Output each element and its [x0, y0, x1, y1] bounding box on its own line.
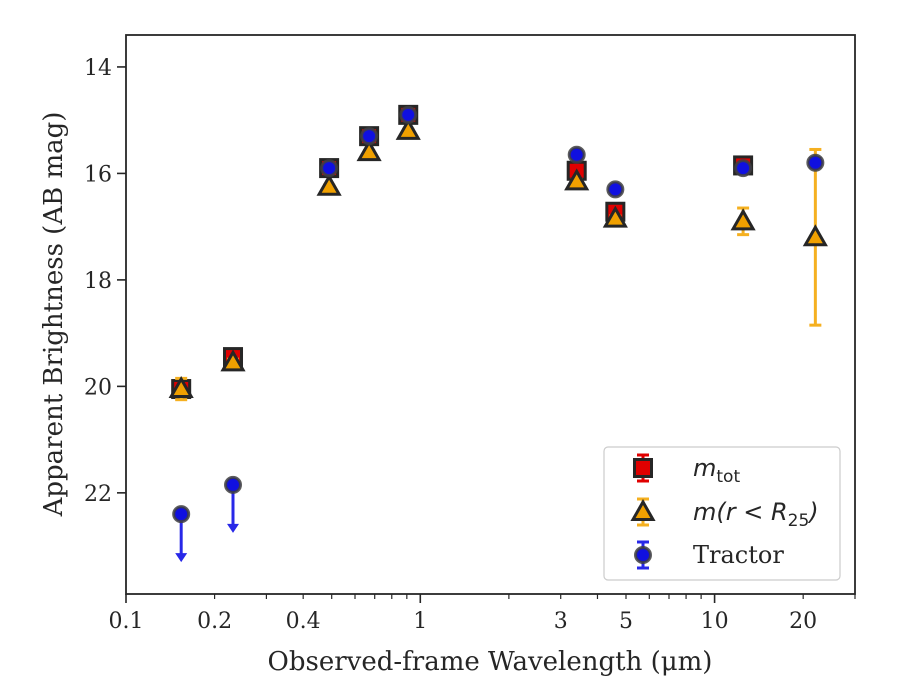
x-tick-label: 0.1 — [109, 609, 144, 634]
y-tick-label: 20 — [84, 375, 112, 400]
series-0 — [171, 104, 754, 400]
data-marks — [168, 104, 828, 563]
x-tick-label: 0.2 — [197, 609, 232, 634]
legend-marker-circle — [634, 546, 652, 564]
y-tick-label: 22 — [84, 482, 112, 507]
data-point-triangle — [356, 139, 382, 162]
x-tick-label: 3 — [554, 609, 568, 634]
data-point-triangle — [220, 349, 246, 372]
legend-label: Tractor — [693, 541, 784, 569]
x-tick-label: 10 — [701, 609, 729, 634]
y-tick-label: 18 — [84, 269, 112, 294]
y-tick-label: 16 — [84, 162, 112, 187]
data-point-triangle — [395, 117, 421, 140]
data-point-circle — [399, 105, 418, 124]
data-point-circle — [320, 159, 339, 178]
data-point-circle — [360, 127, 379, 146]
plot-frame — [125, 34, 856, 595]
data-point-triangle — [802, 224, 828, 247]
data-point-circle — [606, 180, 625, 199]
x-axis-label: Observed-frame Wavelength (μm) — [268, 647, 713, 677]
legend-label: m(r < R25) — [693, 498, 819, 531]
series-2 — [172, 105, 825, 563]
legend-marker-triangle — [630, 498, 656, 521]
x-axis-ticks: 0.1 0.2 0.4 1 3 5 10 20 — [109, 594, 856, 634]
data-point-circle — [806, 153, 825, 172]
x-tick-label: 1 — [413, 609, 427, 634]
data-point-triangle — [316, 173, 342, 196]
x-tick-label: 20 — [789, 609, 817, 634]
upper-limit-arrowhead — [175, 553, 188, 563]
data-point-triangle — [168, 376, 194, 399]
legend-box — [603, 446, 841, 581]
legend-marker-square — [633, 458, 653, 478]
legend: mtot m(r < R25) Tractor — [603, 446, 841, 581]
data-point-triangle — [602, 205, 628, 228]
data-point-circle — [567, 145, 586, 164]
upper-limit-arrowhead — [227, 523, 240, 533]
x-tick-label: 0.4 — [286, 609, 321, 634]
y-tick-label: 14 — [84, 56, 112, 81]
data-point-triangle — [730, 208, 756, 231]
y-axis-label: Apparent Brightness (AB mag) — [39, 112, 69, 518]
series-1 — [168, 117, 828, 402]
legend-label: mtot — [693, 454, 740, 487]
data-point-circle — [172, 505, 191, 524]
data-point-circle — [734, 159, 753, 178]
data-point-circle — [224, 475, 243, 494]
data-point-triangle — [564, 168, 590, 191]
x-tick-label: 5 — [619, 609, 633, 634]
y-axis-ticks: 14 16 18 20 22 — [84, 56, 126, 507]
